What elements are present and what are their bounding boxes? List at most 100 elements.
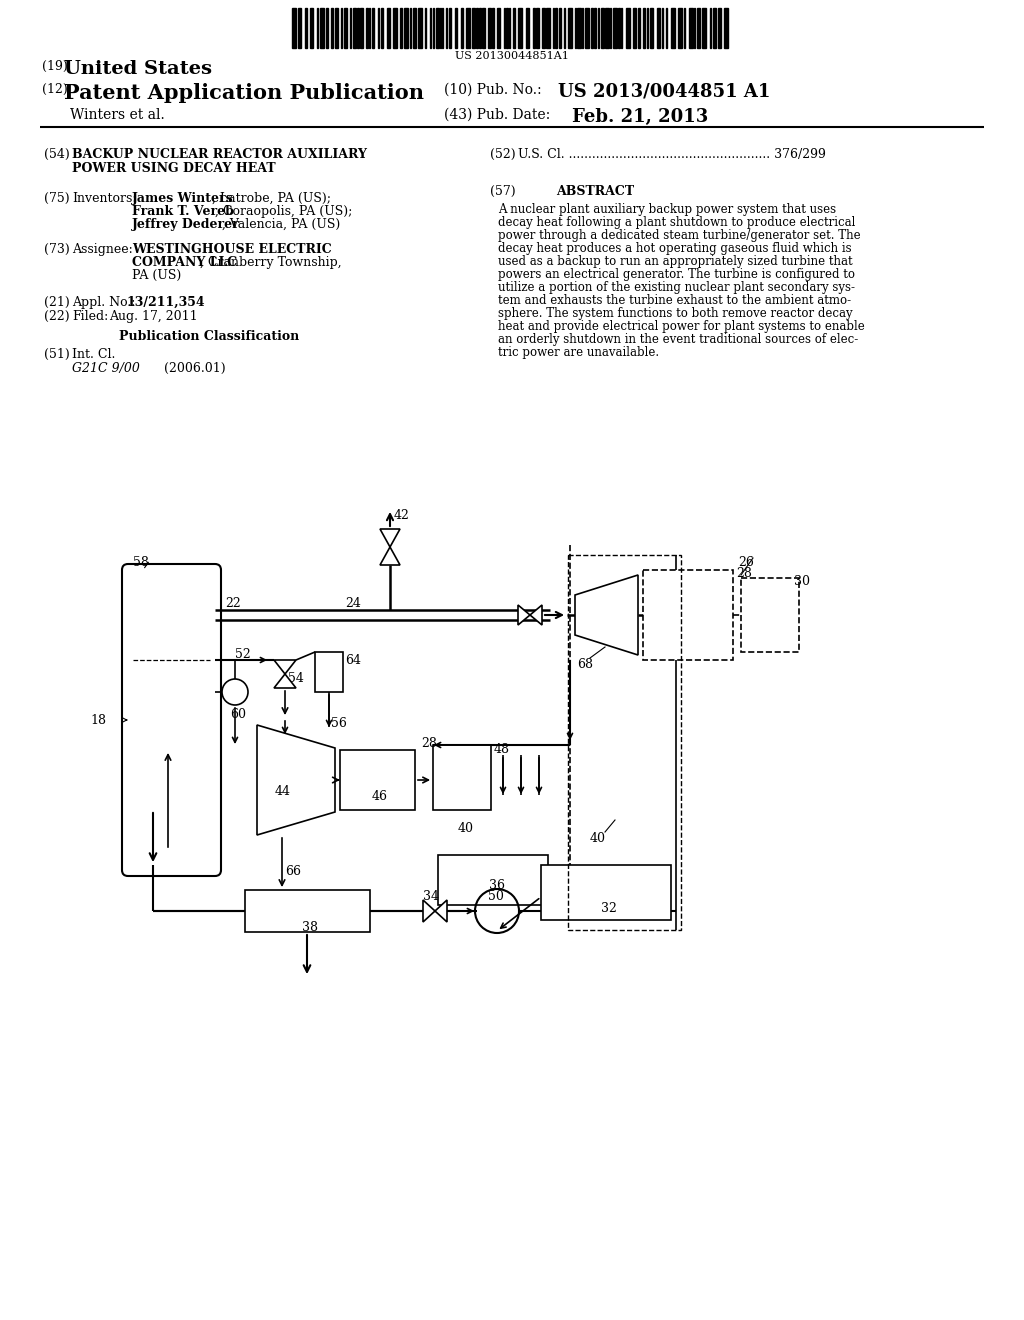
Text: power through a dedicated steam turbine/generator set. The: power through a dedicated steam turbine/… (498, 228, 860, 242)
Bar (650, 8, 653, 48)
Polygon shape (575, 576, 638, 655)
Bar (568, 8, 572, 48)
Bar (555, 8, 557, 48)
Bar (492, 8, 494, 48)
Text: 22: 22 (225, 597, 241, 610)
Bar (292, 8, 296, 48)
Bar (526, 8, 529, 48)
Text: sphere. The system functions to both remove reactor decay: sphere. The system functions to both rem… (498, 308, 853, 319)
Text: BACKUP NUCLEAR REACTOR AUXILIARY: BACKUP NUCLEAR REACTOR AUXILIARY (72, 148, 367, 161)
Text: (10) Pub. No.:: (10) Pub. No.: (444, 83, 542, 96)
Text: 68: 68 (577, 657, 593, 671)
Text: US 20130044851A1: US 20130044851A1 (455, 51, 569, 61)
Text: U.S. Cl. .................................................... 376/299: U.S. Cl. ...............................… (518, 148, 826, 161)
Text: 50: 50 (488, 890, 504, 903)
Text: (51): (51) (44, 348, 70, 360)
Bar (497, 8, 500, 48)
Text: PA (US): PA (US) (132, 269, 181, 282)
Bar (344, 8, 347, 48)
Text: 44: 44 (275, 785, 291, 799)
Bar (482, 8, 485, 48)
Text: tric power are unavailable.: tric power are unavailable. (498, 346, 659, 359)
Text: ABSTRACT: ABSTRACT (556, 185, 634, 198)
Text: Feb. 21, 2013: Feb. 21, 2013 (572, 108, 709, 125)
Bar (643, 570, 733, 660)
Bar (319, 8, 324, 48)
Bar (678, 8, 682, 48)
Text: (75): (75) (44, 191, 70, 205)
Bar (461, 8, 463, 48)
Text: US 2013/0044851 A1: US 2013/0044851 A1 (558, 83, 770, 102)
Text: Frank T. Vereb: Frank T. Vereb (132, 205, 233, 218)
Text: tem and exhausts the turbine exhaust to the ambient atmo-: tem and exhausts the turbine exhaust to … (498, 294, 851, 308)
Bar (472, 8, 475, 48)
Bar (393, 8, 397, 48)
Bar (506, 8, 508, 48)
Bar (702, 8, 706, 48)
Text: Filed:: Filed: (72, 310, 109, 323)
Bar (331, 8, 333, 48)
Text: 60: 60 (230, 708, 246, 721)
Bar (618, 8, 620, 48)
Bar (601, 8, 604, 48)
Text: powers an electrical generator. The turbine is configured to: powers an electrical generator. The turb… (498, 268, 855, 281)
Text: 56: 56 (331, 717, 347, 730)
Bar (372, 8, 374, 48)
Text: 28: 28 (736, 568, 752, 579)
Text: 42: 42 (394, 510, 410, 521)
Text: Int. Cl.: Int. Cl. (72, 348, 116, 360)
Bar (585, 8, 589, 48)
Bar (335, 8, 338, 48)
Text: , Latrobe, PA (US);: , Latrobe, PA (US); (212, 191, 331, 205)
Bar (305, 8, 307, 48)
Text: Appl. No.:: Appl. No.: (72, 296, 135, 309)
Text: , Coraopolis, PA (US);: , Coraopolis, PA (US); (215, 205, 352, 218)
Bar (455, 8, 457, 48)
Bar (413, 8, 416, 48)
Bar (418, 8, 422, 48)
Text: 24: 24 (345, 597, 360, 610)
Text: (2006.01): (2006.01) (164, 362, 225, 375)
Text: United States: United States (63, 59, 212, 78)
Text: decay heat produces a hot operating gaseous fluid which is: decay heat produces a hot operating gase… (498, 242, 852, 255)
Bar (534, 8, 535, 48)
Text: 46: 46 (372, 789, 388, 803)
Text: (19): (19) (42, 59, 68, 73)
Bar (404, 8, 408, 48)
Text: G21C 9/00: G21C 9/00 (72, 362, 140, 375)
Bar (591, 8, 593, 48)
Text: Patent Application Publication: Patent Application Publication (63, 83, 424, 103)
Polygon shape (435, 900, 447, 921)
Bar (638, 8, 640, 48)
Text: COMPANY LLC: COMPANY LLC (132, 256, 238, 269)
Bar (400, 8, 402, 48)
Bar (724, 8, 728, 48)
Bar (488, 8, 490, 48)
Bar (542, 8, 545, 48)
Text: WESTINGHOUSE ELECTRIC: WESTINGHOUSE ELECTRIC (132, 243, 332, 256)
Text: (73): (73) (44, 243, 70, 256)
Bar (541, 865, 671, 920)
Bar (340, 750, 415, 810)
Bar (536, 8, 539, 48)
Bar (697, 8, 700, 48)
Bar (671, 8, 675, 48)
Text: (57): (57) (490, 185, 516, 198)
Text: (43) Pub. Date:: (43) Pub. Date: (444, 108, 550, 121)
Text: Jeffrey Dederer: Jeffrey Dederer (132, 218, 240, 231)
Bar (657, 8, 660, 48)
Bar (387, 8, 390, 48)
Text: utilize a portion of the existing nuclear plant secondary sys-: utilize a portion of the existing nuclea… (498, 281, 855, 294)
Bar (381, 8, 383, 48)
Text: James Winters: James Winters (132, 191, 233, 205)
Text: 40: 40 (590, 832, 606, 845)
Bar (741, 578, 799, 652)
Text: 54: 54 (288, 672, 304, 685)
Polygon shape (380, 529, 400, 546)
Text: A nuclear plant auxiliary backup power system that uses: A nuclear plant auxiliary backup power s… (498, 203, 837, 216)
Text: Inventors:: Inventors: (72, 191, 136, 205)
Bar (479, 8, 481, 48)
Bar (626, 8, 630, 48)
Text: 66: 66 (285, 865, 301, 878)
Text: an orderly shutdown in the event traditional sources of elec-: an orderly shutdown in the event traditi… (498, 333, 858, 346)
